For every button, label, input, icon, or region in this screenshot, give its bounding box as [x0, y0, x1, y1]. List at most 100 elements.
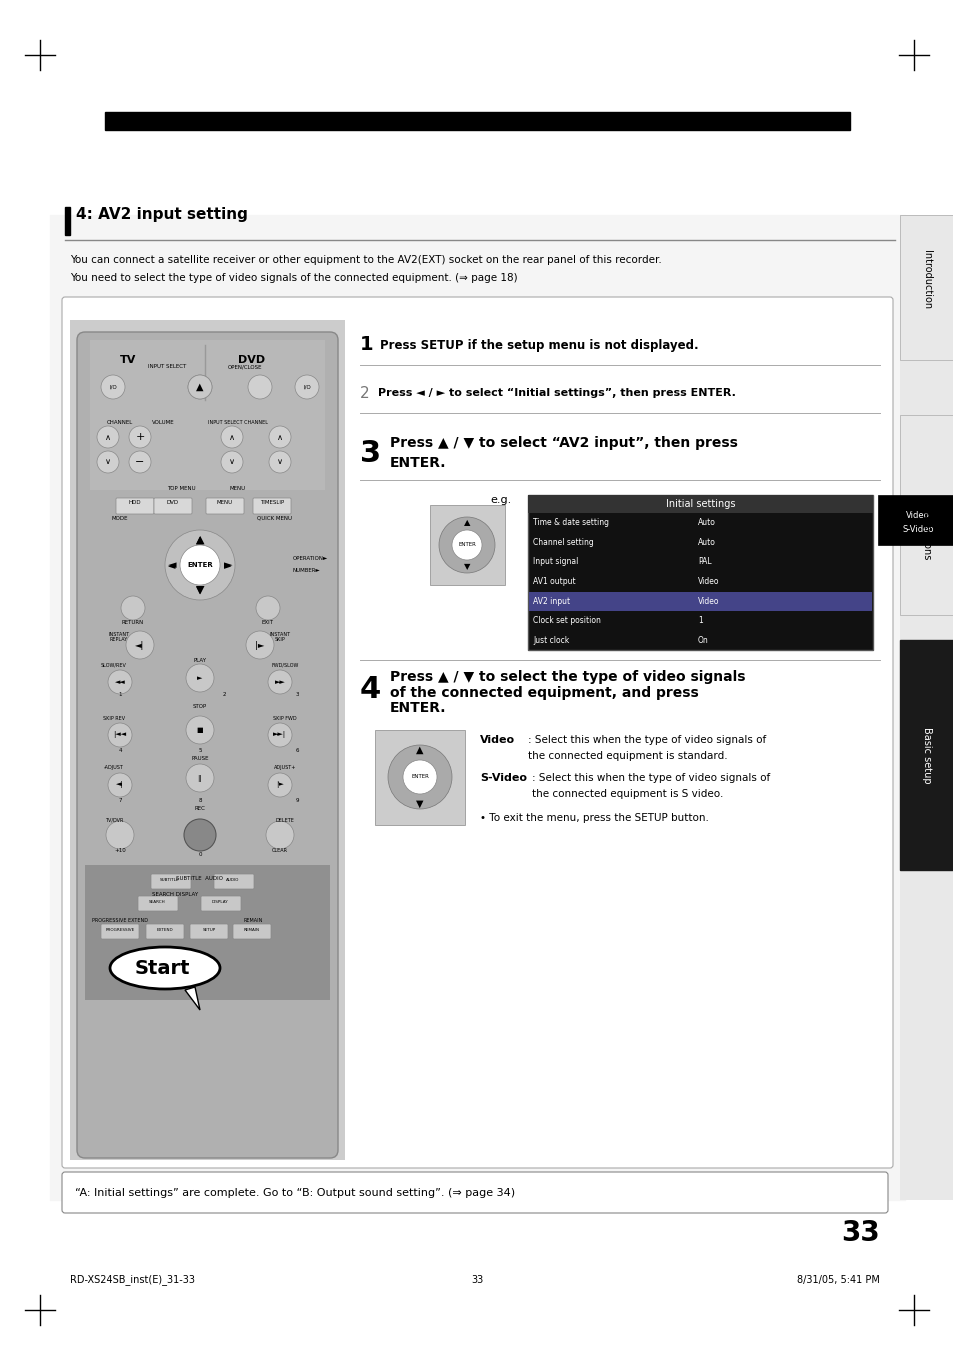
Text: ▲: ▲ — [196, 535, 204, 544]
Text: Press ◄ / ► to select “Initial settings”, then press ENTER.: Press ◄ / ► to select “Initial settings”… — [377, 388, 735, 399]
FancyBboxPatch shape — [201, 896, 241, 911]
Text: SUBTITLE: SUBTITLE — [160, 878, 179, 882]
Circle shape — [268, 773, 292, 797]
Text: INPUT SELECT CHANNEL: INPUT SELECT CHANNEL — [208, 420, 268, 424]
Text: REMAIN: REMAIN — [243, 917, 262, 923]
Text: AV1 output: AV1 output — [533, 577, 575, 586]
Text: +10: +10 — [114, 847, 126, 852]
Text: |►: |► — [255, 640, 264, 650]
Text: ◄: ◄ — [168, 561, 176, 570]
Circle shape — [255, 596, 280, 620]
FancyBboxPatch shape — [253, 499, 291, 513]
Text: ∨: ∨ — [229, 458, 234, 466]
Circle shape — [294, 376, 318, 399]
Text: ►►: ►► — [274, 680, 285, 685]
FancyBboxPatch shape — [151, 874, 191, 889]
Text: 33: 33 — [471, 1275, 482, 1285]
Text: 9: 9 — [294, 797, 298, 802]
Text: DELETE: DELETE — [275, 817, 294, 823]
Text: Video: Video — [698, 597, 719, 605]
Circle shape — [101, 376, 125, 399]
Text: TV: TV — [120, 355, 136, 365]
Circle shape — [221, 426, 243, 449]
FancyBboxPatch shape — [101, 924, 139, 939]
Text: SEARCH DISPLAY: SEARCH DISPLAY — [152, 893, 198, 897]
Text: 2: 2 — [222, 693, 226, 697]
Bar — [529, 592, 871, 611]
Circle shape — [126, 631, 153, 659]
Text: Auto: Auto — [698, 538, 715, 547]
Bar — [375, 730, 464, 825]
FancyBboxPatch shape — [153, 499, 192, 513]
Bar — [899, 640, 953, 870]
Text: 8/31/05, 5:41 PM: 8/31/05, 5:41 PM — [797, 1275, 879, 1285]
Text: ▼: ▼ — [195, 585, 204, 594]
Text: OPERATION►: OPERATION► — [293, 555, 328, 561]
Text: ENTER: ENTER — [411, 774, 429, 780]
Text: 6: 6 — [294, 747, 298, 753]
Text: 1: 1 — [698, 616, 702, 626]
Text: I/O: I/O — [109, 385, 117, 389]
Circle shape — [269, 451, 291, 473]
Text: PROGRESSIVE EXTEND: PROGRESSIVE EXTEND — [91, 917, 148, 923]
Text: TIMESLIP: TIMESLIP — [259, 500, 284, 505]
Text: MENU: MENU — [230, 485, 246, 490]
Text: Video: Video — [905, 511, 929, 520]
Circle shape — [402, 761, 436, 794]
Text: 33: 33 — [841, 1219, 879, 1247]
Text: “A: Initial settings” are complete. Go to “B: Output sound setting”. (⇒ page 34): “A: Initial settings” are complete. Go t… — [75, 1188, 515, 1198]
Bar — [527, 494, 872, 513]
Text: ENTER: ENTER — [187, 562, 213, 567]
Text: Basic setup: Basic setup — [921, 727, 931, 784]
Text: ◄|: ◄| — [116, 781, 124, 789]
Circle shape — [452, 530, 481, 561]
Bar — [70, 320, 345, 1161]
Circle shape — [97, 426, 119, 449]
Text: ▲: ▲ — [463, 519, 470, 527]
Text: |►: |► — [275, 781, 284, 789]
Text: EXTEND: EXTEND — [156, 928, 173, 932]
Circle shape — [121, 596, 145, 620]
Text: ▲: ▲ — [196, 382, 204, 392]
Text: VOLUME: VOLUME — [152, 420, 174, 424]
Text: ◄◄: ◄◄ — [114, 680, 125, 685]
Text: ►►|: ►►| — [274, 731, 286, 739]
Text: INSTANT
SKIP: INSTANT SKIP — [269, 632, 291, 642]
Text: ||: || — [197, 774, 202, 781]
Text: ◄: ◄ — [168, 561, 175, 570]
Text: • To exit the menu, press the SETUP button.: • To exit the menu, press the SETUP butt… — [479, 813, 708, 823]
Text: 7: 7 — [118, 797, 122, 802]
Text: S-Video: S-Video — [479, 773, 526, 784]
Text: INPUT SELECT: INPUT SELECT — [148, 365, 186, 370]
FancyBboxPatch shape — [146, 924, 184, 939]
Text: ADJUST+: ADJUST+ — [274, 766, 295, 770]
Text: |◄◄: |◄◄ — [113, 731, 127, 739]
Text: ▼: ▼ — [196, 585, 204, 594]
Text: Connections: Connections — [921, 500, 931, 561]
Circle shape — [246, 631, 274, 659]
Text: ▼: ▼ — [463, 562, 470, 571]
Text: ENTER.: ENTER. — [390, 457, 446, 470]
Text: I/O: I/O — [303, 385, 311, 389]
Text: ▼: ▼ — [416, 798, 423, 809]
Text: Video: Video — [479, 735, 515, 744]
Bar — [430, 505, 504, 585]
Text: AUDIO: AUDIO — [226, 878, 239, 882]
Circle shape — [180, 544, 220, 585]
Text: Just clock: Just clock — [533, 636, 569, 644]
Text: Press ▲ / ▼ to select the type of video signals: Press ▲ / ▼ to select the type of video … — [390, 670, 744, 684]
Circle shape — [221, 451, 243, 473]
Text: ∨: ∨ — [105, 458, 111, 466]
FancyBboxPatch shape — [62, 1173, 887, 1213]
Text: ▲: ▲ — [195, 535, 204, 544]
Text: EXIT: EXIT — [262, 620, 274, 624]
Text: ENTER.: ENTER. — [390, 701, 446, 715]
Text: 1: 1 — [118, 693, 122, 697]
Text: 0: 0 — [198, 852, 201, 858]
Text: Time & date setting: Time & date setting — [533, 519, 608, 527]
Text: ∧: ∧ — [229, 432, 234, 442]
Text: DISPLAY: DISPLAY — [212, 900, 228, 904]
Text: ∧: ∧ — [276, 432, 283, 442]
Text: MENU: MENU — [216, 500, 233, 505]
Text: PROGRESSIVE: PROGRESSIVE — [105, 928, 134, 932]
